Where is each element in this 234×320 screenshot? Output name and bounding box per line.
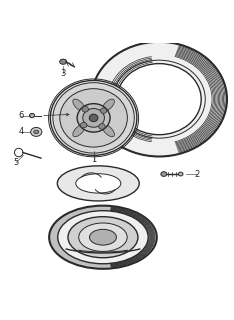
- Ellipse shape: [68, 217, 138, 258]
- Ellipse shape: [49, 206, 157, 269]
- Ellipse shape: [99, 124, 105, 129]
- Ellipse shape: [53, 83, 134, 153]
- Text: 5: 5: [14, 158, 19, 167]
- Text: 2: 2: [194, 170, 199, 179]
- Ellipse shape: [60, 89, 127, 147]
- Text: 1: 1: [91, 156, 96, 164]
- Ellipse shape: [58, 211, 148, 264]
- Ellipse shape: [83, 108, 104, 127]
- Ellipse shape: [102, 99, 114, 111]
- Ellipse shape: [76, 174, 121, 193]
- Ellipse shape: [79, 223, 127, 252]
- Ellipse shape: [178, 172, 183, 176]
- Ellipse shape: [29, 113, 35, 118]
- Ellipse shape: [60, 59, 67, 64]
- Ellipse shape: [73, 99, 85, 111]
- Ellipse shape: [89, 114, 98, 122]
- Ellipse shape: [100, 108, 107, 114]
- Ellipse shape: [77, 104, 110, 132]
- Ellipse shape: [34, 130, 39, 134]
- Ellipse shape: [82, 107, 88, 112]
- Ellipse shape: [91, 42, 227, 156]
- Text: 4: 4: [18, 127, 24, 136]
- Ellipse shape: [50, 80, 137, 155]
- Ellipse shape: [102, 124, 114, 137]
- Ellipse shape: [73, 124, 85, 137]
- Text: 6: 6: [18, 111, 24, 120]
- Ellipse shape: [117, 64, 201, 135]
- Ellipse shape: [161, 172, 167, 176]
- Ellipse shape: [89, 229, 117, 245]
- Text: 3: 3: [61, 69, 66, 78]
- Ellipse shape: [80, 122, 87, 128]
- Ellipse shape: [57, 166, 139, 201]
- Ellipse shape: [31, 127, 42, 136]
